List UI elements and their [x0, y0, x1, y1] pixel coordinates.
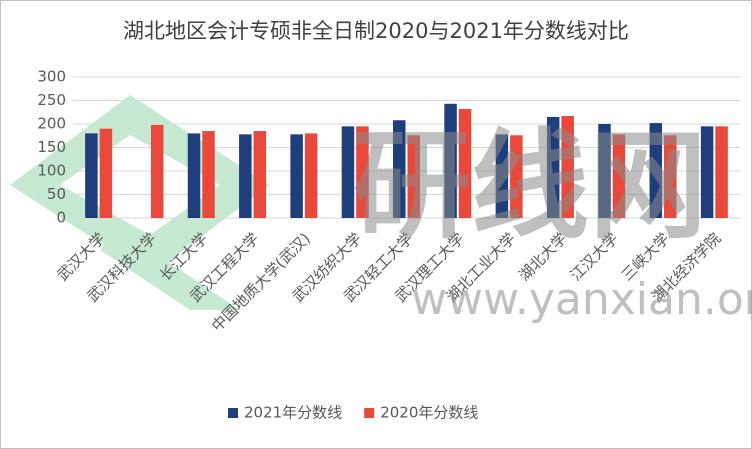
legend-swatch	[228, 408, 238, 418]
bar	[612, 134, 626, 218]
bar	[715, 126, 728, 218]
y-tick-label: 250	[37, 91, 66, 109]
bar	[202, 131, 215, 218]
bar	[290, 134, 303, 218]
bar	[150, 124, 164, 218]
bar	[444, 103, 457, 218]
y-tick-label: 50	[47, 185, 66, 203]
bar	[356, 126, 369, 218]
watermark: 研线网	[353, 117, 707, 255]
bar	[393, 120, 406, 218]
y-tick-label: 100	[37, 162, 66, 180]
bar	[253, 131, 267, 218]
chart-title: 湖北地区会计专硕非全日制2020与2021年分数线对比	[123, 19, 629, 43]
bar	[407, 135, 420, 218]
bar	[239, 134, 252, 218]
y-tick-label: 150	[37, 138, 66, 156]
bar	[341, 126, 355, 218]
bar	[700, 126, 714, 218]
bar	[85, 133, 98, 218]
bar	[561, 116, 574, 218]
bar	[546, 116, 560, 218]
legend-label: 2021年分数线	[244, 404, 342, 422]
bar	[187, 133, 201, 218]
y-tick-label: 0	[56, 209, 66, 227]
bar	[304, 133, 318, 218]
bar	[598, 124, 611, 218]
bar	[458, 108, 472, 218]
bar	[649, 123, 663, 218]
legend-label: 2020年分数线	[380, 404, 478, 422]
bar	[495, 134, 509, 218]
bar	[664, 135, 677, 218]
y-tick-label: 300	[37, 68, 66, 86]
legend-swatch	[364, 408, 375, 418]
bar	[99, 128, 113, 218]
y-tick-label: 200	[37, 115, 66, 133]
watermark-url: www.yanxian.org	[411, 274, 752, 325]
bar	[510, 135, 523, 218]
